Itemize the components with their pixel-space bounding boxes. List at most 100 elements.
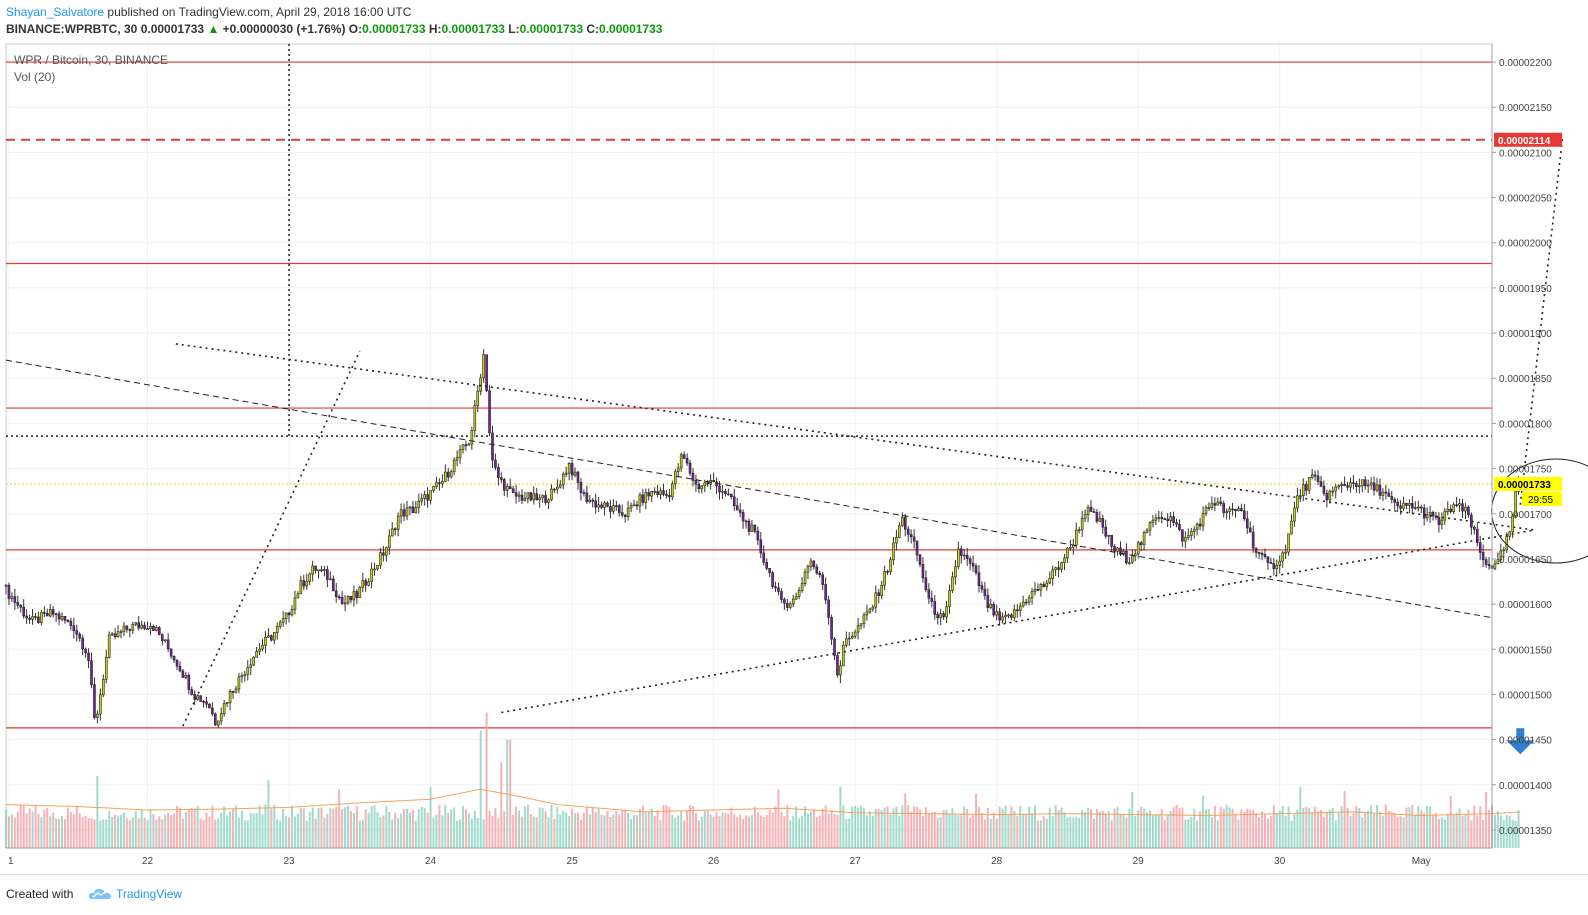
volume-bar: [898, 815, 901, 848]
bull-candle: [399, 509, 403, 517]
volume-bar: [385, 806, 388, 848]
low-value: 0.00001733: [519, 22, 584, 36]
volume-bar: [349, 811, 352, 848]
price-axis[interactable]: 0.00002200 0.00002150 0.00002100 0.00002050…: [1491, 44, 1562, 848]
volume-bar: [261, 814, 264, 848]
volume-bar: [1361, 817, 1364, 848]
volume-bar: [535, 817, 538, 848]
bear-candle: [211, 707, 214, 715]
volume-bar: [417, 809, 420, 848]
bear-candle: [886, 571, 889, 573]
author-link[interactable]: Shayan_Salvatore: [6, 5, 105, 19]
bull-candle: [1381, 491, 1385, 496]
volume-bar: [762, 817, 765, 848]
volume-bar: [568, 816, 571, 848]
volume-bar: [1036, 820, 1039, 848]
bull-candle: [308, 573, 311, 582]
volume-bar: [1319, 810, 1322, 848]
current-price-tag: 0.00001733: [1498, 480, 1551, 491]
bull-candle: [1054, 567, 1057, 571]
bear-candle: [1316, 475, 1320, 482]
bull-candle: [1446, 508, 1450, 512]
volume-bar: [756, 812, 759, 848]
volume-bar: [712, 816, 715, 848]
bull-candle: [461, 444, 465, 450]
bull-candle: [1425, 514, 1429, 519]
tradingview-brand-link[interactable]: TradingView: [116, 887, 183, 901]
volume-bar: [1317, 811, 1320, 848]
volume-bar: [1364, 812, 1367, 848]
bull-candle: [844, 638, 848, 646]
bear-candle: [762, 552, 766, 563]
bear-candle: [43, 612, 46, 614]
bull-candle: [54, 613, 58, 616]
bear-candle: [45, 612, 49, 617]
bear-candle: [205, 701, 208, 705]
volume-bar: [1216, 820, 1219, 848]
bull-candle: [700, 485, 704, 490]
bull-candle: [405, 507, 409, 517]
volume-bar: [1434, 813, 1437, 848]
volume-bar: [544, 811, 547, 848]
volume-bar: [1493, 814, 1496, 848]
volume-bar: [827, 813, 830, 848]
volume-bar: [1031, 813, 1034, 848]
volume-bar: [662, 804, 665, 848]
bull-candle: [284, 612, 288, 619]
volume-bar: [930, 812, 933, 848]
volume-bar: [1151, 815, 1154, 848]
bull-candle: [1169, 516, 1172, 522]
time-axis[interactable]: 1 22 23 24 25 26 27 28 29 30 May: [6, 847, 1492, 867]
volume-bar: [1113, 808, 1116, 848]
bull-candle: [155, 627, 158, 632]
bull-candle: [573, 471, 577, 476]
volume-bar: [1042, 816, 1045, 848]
volume-bar: [282, 809, 285, 848]
bear-candle: [1422, 507, 1426, 519]
volume-bar: [1508, 815, 1511, 848]
volume-bar: [815, 817, 818, 848]
volume-bar: [1263, 814, 1266, 848]
bull-candle: [526, 492, 530, 499]
volume-bar: [1370, 805, 1373, 848]
volume-bar: [1045, 818, 1048, 848]
volume-bar: [1240, 809, 1243, 848]
volume-bar: [1299, 786, 1302, 848]
bull-candle: [1107, 534, 1111, 537]
bull-candle: [1122, 550, 1125, 555]
bull-candle: [1284, 551, 1287, 554]
volume-bar: [1488, 809, 1491, 848]
bull-candle: [847, 637, 851, 640]
bull-candle: [1013, 609, 1016, 618]
volume-bar: [122, 812, 125, 848]
bear-candle: [199, 695, 202, 702]
dashed-trendline: [5, 359, 1493, 619]
volume-bar: [1378, 811, 1381, 848]
volume-bar: [290, 805, 293, 848]
volume-bar: [650, 808, 653, 848]
bull-candle: [470, 430, 474, 445]
volume-bar: [491, 815, 494, 848]
volume-bar: [114, 814, 117, 848]
bear-candle: [824, 584, 827, 601]
volume-bar: [438, 805, 441, 848]
volume-bar: [464, 809, 467, 848]
bear-candle: [836, 655, 839, 676]
bull-candle: [225, 702, 229, 704]
bear-candle: [576, 471, 580, 483]
volume-bar: [476, 817, 479, 848]
volume-bar: [750, 815, 753, 848]
volume-bar: [16, 811, 19, 848]
volume-bar: [683, 820, 686, 848]
bull-candle: [1207, 507, 1211, 509]
x-tick-label: 24: [425, 856, 437, 867]
volume-bar: [1505, 815, 1508, 848]
descending-trendline: [175, 343, 1535, 531]
volume-bar: [397, 818, 400, 848]
bull-candle: [1063, 557, 1066, 563]
volume-bar: [1104, 813, 1107, 848]
bear-candle: [732, 496, 736, 507]
bull-candle: [1334, 486, 1338, 492]
price-chart[interactable]: 0.00002200 0.00002150 0.00002100 0.00002050…: [0, 40, 1588, 874]
volume-bar: [1411, 805, 1414, 848]
